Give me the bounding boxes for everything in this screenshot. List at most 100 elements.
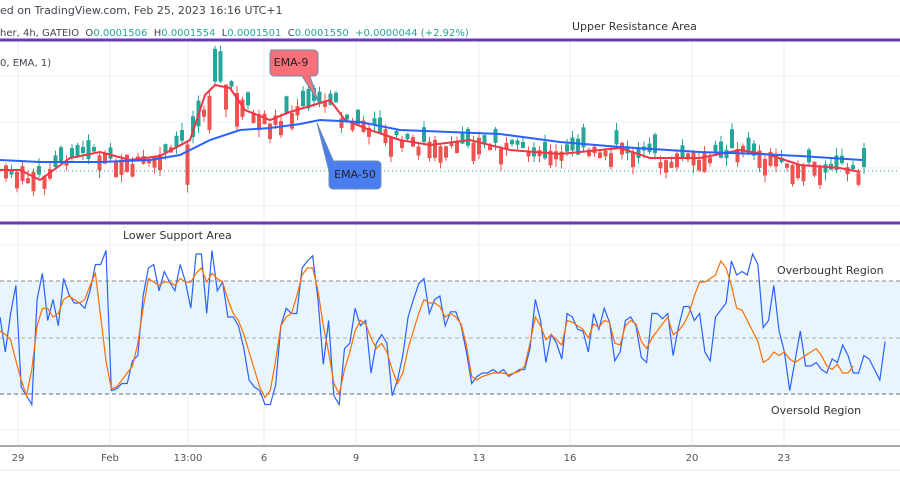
- candle-body: [658, 162, 663, 169]
- candle-body: [587, 149, 591, 157]
- x-tick-label: 13: [472, 453, 486, 464]
- open-value: 0.0001506: [93, 28, 148, 39]
- candle-body: [521, 142, 525, 148]
- candle-body: [400, 139, 404, 149]
- x-tick-label: 9: [352, 453, 360, 464]
- candle-body: [631, 152, 635, 168]
- candle-body: [323, 100, 327, 107]
- candle-body: [367, 127, 371, 137]
- candle-body: [246, 92, 250, 106]
- candle-body: [554, 151, 558, 160]
- candle-body: [218, 51, 223, 82]
- candle-body: [92, 147, 96, 152]
- candle-body: [75, 144, 80, 157]
- candle-body: [9, 169, 14, 175]
- candle-body: [301, 90, 305, 107]
- candle-body: [576, 138, 580, 155]
- candle-body: [493, 128, 498, 143]
- candle-body: [581, 127, 586, 148]
- candle-body: [664, 160, 668, 173]
- candle-body: [279, 121, 283, 136]
- candle-body: [845, 167, 850, 175]
- low-value: 0.0001501: [227, 28, 282, 39]
- candle-body: [31, 172, 36, 192]
- candle-body: [130, 163, 135, 177]
- candle-body: [818, 165, 822, 186]
- candle-body: [20, 166, 25, 181]
- candle-body: [598, 152, 602, 159]
- candle-body: [295, 106, 300, 116]
- candle-body: [306, 88, 311, 109]
- candle-body: [433, 139, 437, 158]
- ema50-callout-bubble: [316, 122, 382, 190]
- x-tick-label: 16: [563, 453, 577, 464]
- ema9-callout-bubble: [269, 49, 319, 102]
- candle-body: [724, 149, 729, 159]
- ema9-callout: EMA-9: [273, 56, 309, 69]
- lower-support-label: Lower Support Area: [123, 229, 232, 242]
- candle-body: [653, 134, 657, 154]
- candle-body: [262, 113, 267, 125]
- candle-body: [284, 96, 289, 114]
- candle-body: [812, 161, 817, 176]
- candle-body: [609, 153, 613, 167]
- candle-body: [207, 95, 212, 130]
- candle-body: [163, 144, 168, 153]
- candle-body: [719, 141, 723, 158]
- x-tick-label: 6: [260, 453, 268, 464]
- candle-body: [180, 130, 184, 141]
- candle-body: [460, 132, 465, 144]
- candle-body: [499, 148, 503, 165]
- candle-body: [119, 159, 124, 175]
- candle-body: [339, 118, 344, 128]
- candle-body: [510, 140, 514, 145]
- candle-body: [317, 91, 322, 105]
- high-value: 0.0001554: [161, 28, 216, 39]
- candle-body: [394, 130, 399, 136]
- x-tick-label: 13:00: [173, 453, 203, 464]
- candle-body: [482, 135, 487, 145]
- candle-body: [763, 158, 767, 176]
- candle-body: [152, 155, 157, 168]
- candle-body: [647, 143, 652, 152]
- candle-body: [42, 176, 47, 189]
- candle-body: [251, 112, 256, 124]
- candle-body: [449, 141, 454, 146]
- candle-body: [147, 159, 151, 164]
- oversold-label: Oversold Region: [771, 404, 862, 417]
- candle-body: [213, 48, 217, 82]
- candle-body: [862, 148, 866, 168]
- x-tick-label: 20: [685, 453, 699, 464]
- candle-body: [37, 166, 41, 175]
- candle-body: [515, 140, 520, 145]
- candle-body: [565, 144, 569, 152]
- candle-body: [675, 153, 679, 168]
- candle-body: [114, 160, 118, 178]
- candle-body: [774, 155, 778, 167]
- candle-body: [26, 178, 30, 184]
- candle-body: [504, 142, 509, 149]
- candle-body: [15, 171, 19, 189]
- ema50-line: [0, 118, 863, 163]
- candle-body: [735, 148, 740, 163]
- stoch-d-line: [0, 259, 854, 399]
- candle-body: [455, 141, 459, 154]
- candle-body: [856, 173, 861, 185]
- x-tick-label: Feb: [101, 453, 119, 464]
- candle-body: [746, 137, 751, 154]
- candle-body: [768, 151, 773, 166]
- candle-body: [757, 150, 762, 168]
- candle-body: [350, 122, 355, 131]
- candle-body: [240, 99, 245, 117]
- close-value: 0.0001550: [294, 28, 349, 39]
- candle-body: [4, 165, 8, 179]
- candle-body: [70, 148, 74, 158]
- overbought-label: Overbought Region: [777, 264, 884, 277]
- candle-body: [86, 140, 91, 160]
- ohlc-legend: her, 4h, GATEIO O0.0001506 H0.0001554 L0…: [0, 28, 469, 39]
- candle-body: [356, 109, 360, 125]
- candle-body: [229, 81, 234, 87]
- indicator-legend[interactable]: 0, EMA, 1): [0, 58, 52, 69]
- candle-body: [422, 127, 426, 142]
